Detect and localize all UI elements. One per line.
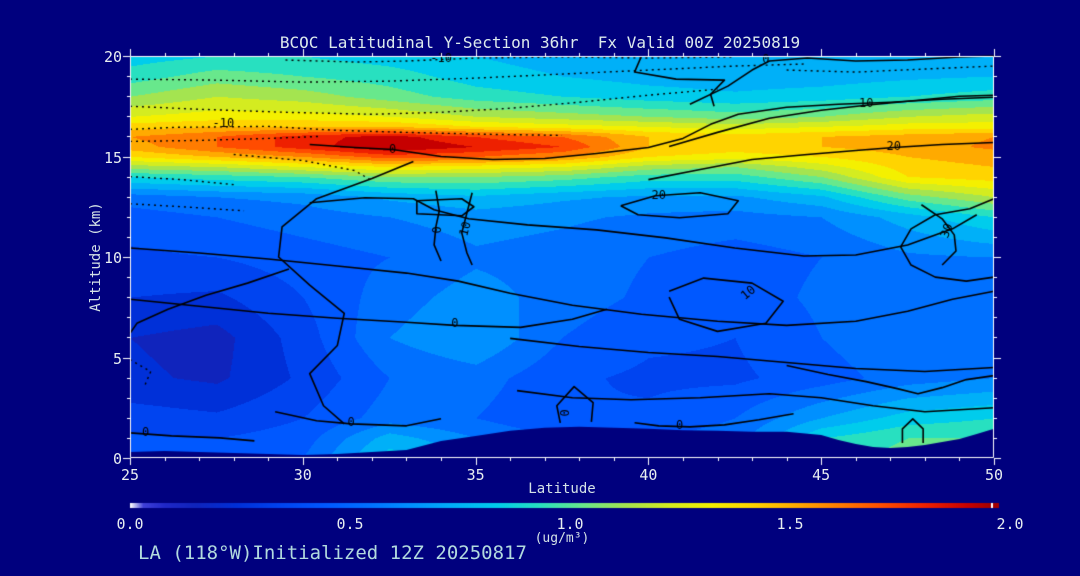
x-tick-label: 50 [984, 466, 1004, 484]
y-tick-label: 0 [112, 450, 122, 468]
colorbar-units-label: (ug/m³) [534, 531, 590, 546]
colorbar-tick-label: 0.0 [116, 515, 144, 533]
x-axis-label: Latitude [528, 481, 596, 497]
x-tick-label: 35 [466, 466, 485, 484]
page-title: BCOC Latitudinal Y-Section 36hr Fx Valid… [279, 33, 801, 52]
x-tick-label: 30 [293, 466, 312, 484]
y-tick-label: 10 [103, 249, 122, 267]
footer-init-text: LA (118°W)Initialized 12Z 20250817 [138, 542, 527, 564]
y-tick-label: 15 [103, 148, 122, 167]
colorbar-tick-label: 1.0 [556, 515, 584, 533]
x-tick-label: 45 [812, 466, 831, 484]
colorbar-tick-label: 0.5 [336, 515, 364, 533]
y-tick-label: 5 [112, 349, 122, 368]
y-tick-label: 20 [103, 48, 122, 66]
colorbar-tick-label: 1.5 [776, 515, 804, 533]
colorbar-tick-label: 2.0 [996, 515, 1024, 533]
x-tick-label: 25 [120, 466, 140, 484]
x-tick-label: 40 [639, 466, 658, 484]
